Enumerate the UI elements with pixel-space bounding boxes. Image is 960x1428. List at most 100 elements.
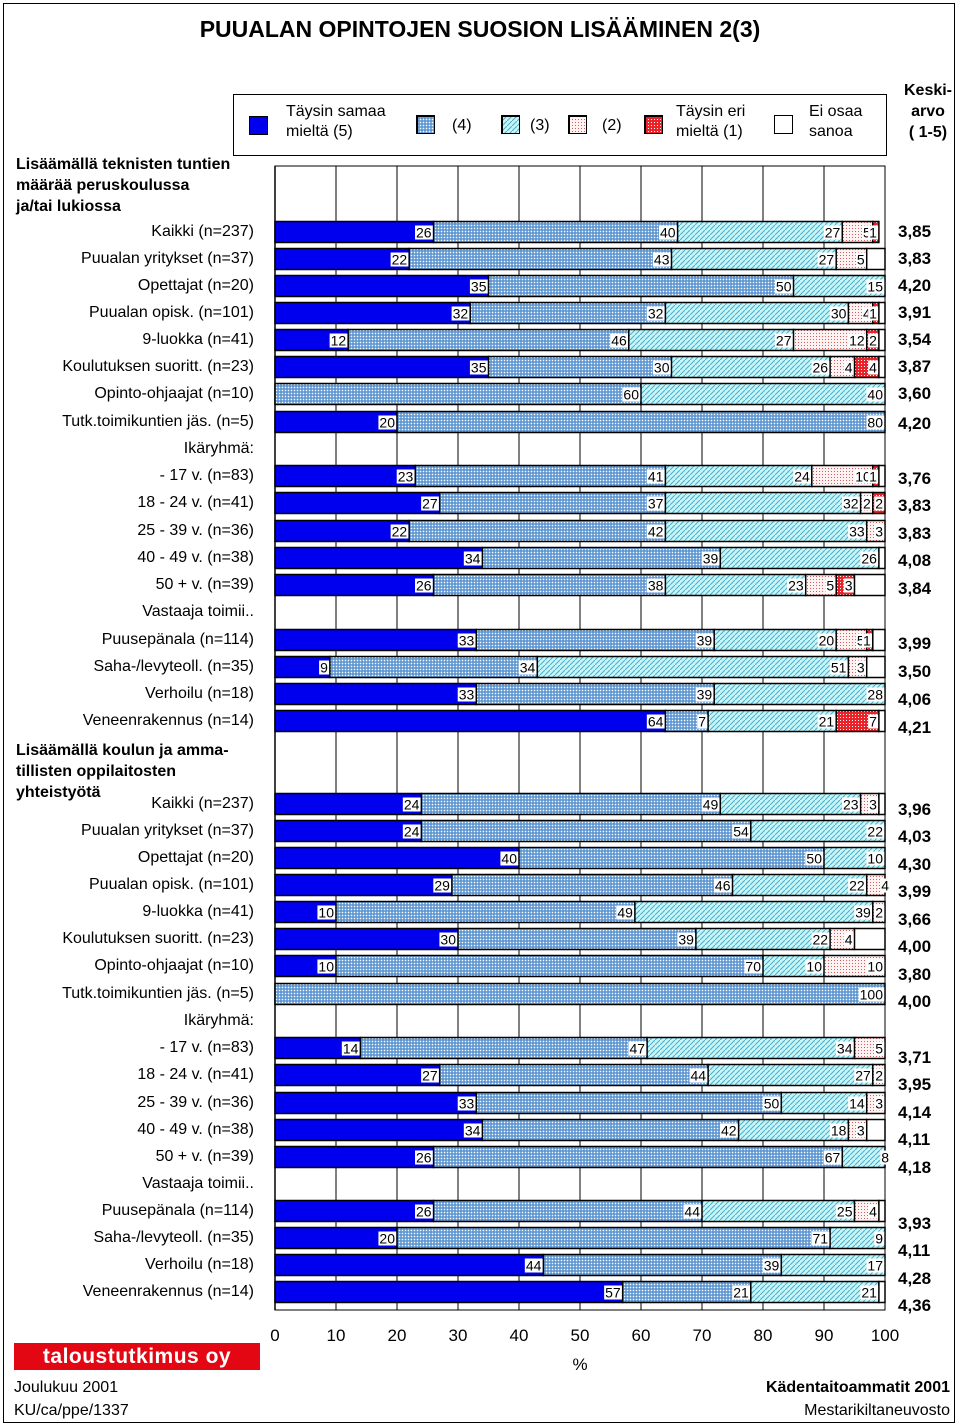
bar-value-label: 23	[843, 797, 859, 813]
bar-value-label-bg	[854, 1068, 873, 1083]
bar-value-label: 21	[861, 1285, 877, 1301]
bar-value-label-bg	[874, 524, 885, 539]
section-title-1-line3: ja/tai lukiossa	[16, 198, 121, 215]
bar-value-label-bg	[646, 714, 665, 729]
row-label: - 17 v. (n=83)	[159, 467, 254, 484]
bar-value-label-bg	[874, 1041, 885, 1056]
row-label: 18 - 24 v. (n=41)	[137, 1066, 254, 1083]
bar-value-label: 25	[837, 1204, 853, 1220]
bar-row: 27 37 32 2 2	[274, 491, 886, 515]
bar-value-label: 32	[453, 306, 469, 322]
bar-value-label: 39	[697, 633, 713, 649]
bar-value-label: 3	[845, 578, 853, 594]
bar-value-label-bg	[848, 878, 866, 893]
bar-segment-s5	[274, 546, 484, 570]
bar-value-label-bg	[659, 225, 677, 240]
bar-value-label: 9	[875, 1231, 883, 1247]
bar-value-label: 34	[465, 1123, 481, 1139]
bar-value-label-bg	[652, 360, 671, 375]
bar-segment-s3	[750, 819, 886, 843]
bar-segment-s4	[359, 1036, 648, 1060]
bar-row: 22 43 27 5	[274, 247, 886, 271]
bar-value-label-bg	[880, 1150, 891, 1165]
page-border	[3, 3, 955, 1423]
bar-segment-s4	[621, 1280, 752, 1304]
bar-value-label-bg	[817, 252, 836, 267]
bar-value-label-bg	[866, 687, 885, 702]
bar-value-label-bg	[500, 851, 519, 866]
bar-row: 35 50 15	[274, 274, 886, 298]
bar-segment-s4	[481, 1118, 740, 1142]
bar-row: 44 39 17	[274, 1253, 886, 1277]
bar-value-label-bg	[762, 1096, 781, 1111]
legend-label-s1-line1: Täysin eri	[676, 103, 746, 120]
bar-row: 29 46 22 4	[274, 873, 891, 897]
bar-segment-s3	[695, 927, 831, 951]
bar-value-label-bg	[862, 306, 873, 321]
bar-value-label: 1	[863, 633, 871, 649]
row-label: Veneenrakennus (n=14)	[82, 712, 254, 729]
bar-value-label: 39	[855, 905, 871, 921]
bar-segment-s3	[829, 1226, 886, 1250]
bar-value-label: 60	[623, 387, 639, 403]
bar-segment-s5	[274, 709, 667, 733]
legend-label-s5: Täysin samaa mieltä (5)	[286, 102, 386, 142]
bar-value-label-bg	[805, 851, 824, 866]
bar-value-label-bg	[610, 333, 629, 348]
bar-value-label: 49	[617, 905, 633, 921]
bar-value-label-bg	[701, 797, 720, 812]
row-label: 40 - 49 v. (n=38)	[137, 1121, 254, 1138]
bar-value-label-bg	[774, 333, 793, 348]
footer-date: Joulukuu 2001	[14, 1379, 119, 1396]
bar-segment-s4	[414, 464, 667, 488]
row-label: Kaikki (n=237)	[151, 223, 254, 240]
bar-value-label: 47	[630, 1041, 646, 1057]
bar-value-label: 27	[825, 225, 841, 241]
legend-swatch-eos	[774, 115, 793, 134]
bar-value-label-bg	[695, 687, 714, 702]
bar-row: 26 44 25 4	[274, 1199, 886, 1223]
bar-value-label-bg	[868, 333, 879, 348]
bar-value-label-bg	[697, 714, 708, 729]
bar-value-label-bg	[874, 1096, 885, 1111]
row-label: Puualan opisk. (n=101)	[89, 876, 254, 893]
bar-value-label: 34	[465, 551, 481, 567]
bar-value-label-bg	[854, 469, 873, 484]
row-label: Veneenrakennus (n=14)	[82, 1283, 254, 1300]
bar-segment-s5	[274, 220, 435, 244]
row-label: Opinto-ohjaajat (n=10)	[94, 385, 254, 402]
bar-value-label: 7	[869, 714, 877, 730]
bar-segment-s3	[664, 464, 813, 488]
bar-value-label: 41	[648, 469, 664, 485]
bar-value-label-bg	[811, 360, 830, 375]
bar-value-label: 27	[422, 496, 438, 512]
average-value: 3,50	[898, 662, 932, 681]
bar-value-label-bg	[843, 578, 854, 593]
bar-segment-eos	[878, 464, 886, 488]
bar-segment-s3	[719, 546, 880, 570]
bar-value-label-bg	[524, 1258, 543, 1273]
row-label: - 17 v. (n=83)	[159, 1039, 254, 1056]
bar-value-label: 12	[849, 333, 865, 349]
bar-segment-s5	[274, 247, 410, 271]
x-tick-label: 20	[388, 1326, 407, 1345]
bar-value-label: 34	[837, 1041, 853, 1057]
average-value: 3,93	[898, 1214, 932, 1233]
bar-value-label: 44	[526, 1258, 542, 1274]
row-label: Saha-/levyteoll. (n=35)	[93, 658, 254, 675]
bar-value-label-bg	[811, 932, 830, 947]
bar-value-label: 70	[745, 959, 761, 975]
bar-segment-s4	[420, 792, 722, 816]
bar-value-label: 22	[849, 878, 865, 894]
bar-value-label: 10	[806, 959, 822, 975]
average-column-header: Keski- arvo ( 1-5)	[896, 80, 960, 143]
bar-value-label: 33	[459, 1096, 475, 1112]
legend-label-eos: Ei osaa sanoa	[809, 102, 862, 142]
legend-swatch-s3	[501, 115, 520, 134]
bar-value-label-bg	[463, 1123, 482, 1138]
bar-value-label: 50	[764, 1096, 780, 1112]
x-tick-label: 10	[327, 1326, 346, 1345]
bar-value-label-bg	[421, 496, 439, 511]
bar-value-label: 26	[416, 1204, 432, 1220]
